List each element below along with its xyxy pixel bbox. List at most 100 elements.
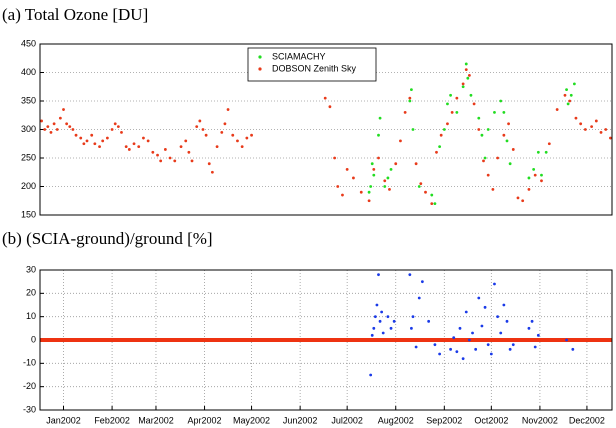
point (439, 133, 443, 137)
point (455, 350, 459, 354)
point (52, 122, 56, 126)
point (163, 148, 167, 151)
point (328, 105, 332, 109)
point (427, 319, 431, 323)
point (547, 142, 551, 146)
point (215, 145, 219, 149)
point (499, 331, 503, 335)
point (430, 193, 434, 197)
point (579, 122, 583, 126)
point (341, 193, 344, 197)
point (461, 357, 465, 361)
y-tick-label: 30 (26, 264, 36, 274)
point (521, 199, 525, 203)
point (499, 99, 503, 103)
point (101, 139, 105, 143)
x-tick-label: Sep2002 (426, 415, 462, 425)
point (486, 173, 490, 177)
point (420, 280, 424, 284)
y-tick-label: 150 (21, 209, 36, 219)
point (90, 133, 94, 137)
point (372, 173, 376, 177)
point (508, 162, 512, 166)
point (43, 128, 47, 131)
point (604, 128, 608, 131)
point (530, 319, 534, 323)
x-tick-label: Mar2002 (138, 415, 174, 425)
point (370, 162, 374, 166)
point (79, 136, 83, 140)
point (508, 347, 512, 351)
point (345, 168, 349, 171)
point (389, 326, 393, 330)
point (435, 150, 438, 154)
point (98, 145, 101, 149)
point (85, 139, 89, 143)
point (471, 331, 474, 335)
plot-frame (39, 43, 613, 216)
point (236, 139, 239, 143)
point (380, 310, 384, 314)
point (370, 333, 374, 337)
point (372, 326, 376, 330)
point (502, 133, 506, 137)
point (438, 352, 442, 356)
point (507, 122, 510, 126)
point (496, 315, 499, 319)
point (410, 88, 413, 91)
point (378, 116, 382, 120)
point (516, 196, 520, 200)
point (544, 150, 548, 154)
point (502, 111, 506, 114)
point (533, 345, 537, 349)
point (536, 333, 540, 337)
y-tick-label: 300 (21, 124, 36, 134)
panel-title: (b) (SCIA-ground)/ground [%] (2, 229, 213, 248)
point (464, 310, 468, 314)
point (493, 282, 496, 286)
point (408, 99, 412, 103)
point (381, 331, 385, 335)
legend-marker (258, 55, 262, 59)
point (399, 139, 402, 143)
point (511, 148, 515, 151)
point (482, 159, 485, 163)
point (333, 156, 337, 160)
point (458, 326, 462, 330)
point (373, 315, 377, 319)
point (574, 116, 578, 120)
point (472, 102, 476, 106)
point (449, 347, 452, 351)
point (446, 122, 449, 126)
point (240, 145, 244, 149)
point (68, 125, 72, 129)
point (173, 159, 177, 163)
y-tick-label: 350 (21, 95, 36, 105)
x-tick-label: Jun2002 (283, 415, 318, 425)
x-tick-label: Jan2002 (46, 415, 81, 425)
y-tick-label: 10 (26, 311, 36, 321)
point (486, 128, 490, 131)
point (201, 128, 205, 131)
point (569, 93, 573, 97)
point (480, 133, 484, 137)
point (433, 343, 437, 347)
point (372, 168, 376, 171)
point (46, 125, 50, 129)
point (156, 153, 159, 157)
point (565, 338, 568, 342)
point (469, 93, 473, 97)
legend-label: SCIAMACHY (272, 51, 326, 61)
legend-label: DOBSON Zenith Sky (272, 63, 357, 73)
point (245, 136, 249, 140)
y-tick-label: 450 (21, 38, 36, 48)
point (49, 130, 53, 134)
point (505, 139, 509, 143)
point (146, 139, 150, 143)
point (417, 296, 421, 300)
x-tick-label: Apr2002 (188, 415, 222, 425)
point (394, 162, 398, 166)
point (491, 187, 495, 191)
point (483, 156, 487, 160)
